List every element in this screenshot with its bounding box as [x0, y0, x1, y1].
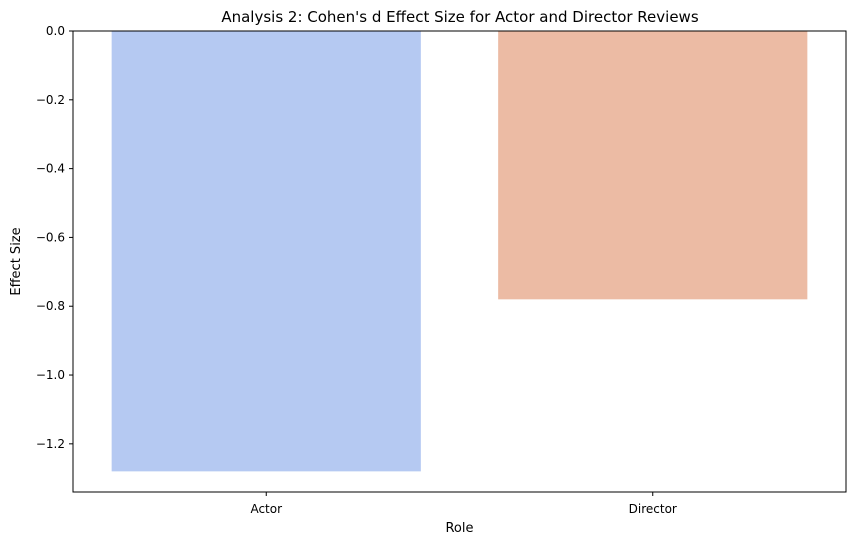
x-tick-label: Actor: [250, 502, 282, 516]
x-tick-label: Director: [629, 502, 677, 516]
y-tick-label: −0.6: [36, 230, 65, 244]
y-axis-ticks: 0.0 −0.2 −0.4 −0.6 −0.8 −1.0 −1.2: [36, 24, 73, 451]
plot-frame: [72, 30, 847, 493]
y-tick-label: −1.2: [36, 437, 65, 451]
y-tick-label: 0.0: [46, 24, 65, 38]
bar-director: [498, 31, 808, 300]
y-tick-label: −0.2: [36, 93, 65, 107]
bar-actor: [111, 31, 421, 472]
y-tick-label: −0.4: [36, 162, 65, 176]
chart-title: Analysis 2: Cohen's d Effect Size for Ac…: [221, 8, 698, 26]
x-axis-ticks: Actor Director: [250, 492, 677, 516]
y-axis-label: Effect Size: [9, 227, 24, 295]
y-tick-label: −1.0: [36, 368, 65, 382]
bars-group: [111, 31, 808, 472]
x-axis-label: Role: [445, 521, 473, 536]
y-tick-label: −0.8: [36, 299, 65, 313]
